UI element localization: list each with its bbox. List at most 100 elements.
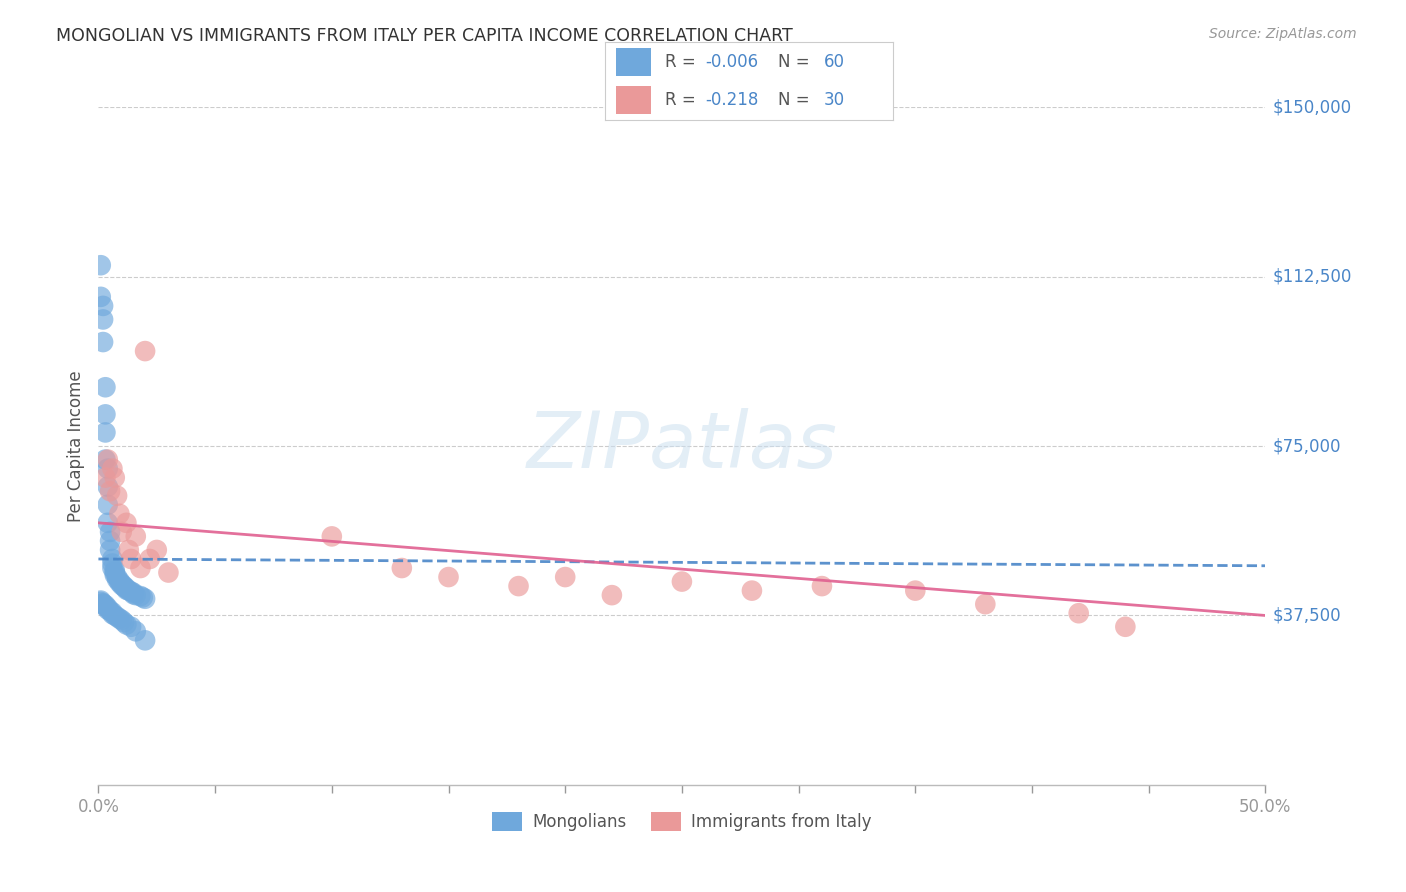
Text: R =: R =: [665, 91, 706, 109]
Text: -0.218: -0.218: [706, 91, 759, 109]
Point: [104, 567, 127, 582]
Point: [139, 552, 162, 566]
Point: [1067, 606, 1090, 620]
Point: [98, 604, 121, 618]
Point: [94, 599, 117, 614]
Point: [90, 595, 112, 609]
Point: [1114, 620, 1136, 634]
Point: [111, 578, 134, 592]
Point: [104, 563, 127, 577]
Text: $37,500: $37,500: [1272, 607, 1341, 624]
Point: [94, 425, 117, 440]
Point: [122, 587, 145, 601]
Point: [94, 452, 117, 467]
Point: [90, 258, 112, 272]
Point: [508, 579, 530, 593]
Point: [115, 582, 138, 597]
Point: [974, 597, 997, 611]
Point: [134, 344, 156, 359]
Point: [97, 602, 120, 616]
Point: [105, 570, 128, 584]
Point: [671, 574, 693, 589]
Point: [98, 543, 121, 558]
Point: [97, 600, 120, 615]
Text: ZIPatlas: ZIPatlas: [526, 408, 838, 484]
Point: [105, 489, 128, 503]
Point: [97, 461, 120, 475]
Point: [112, 579, 135, 593]
Point: [120, 584, 142, 599]
Point: [98, 524, 121, 539]
Point: [111, 577, 134, 591]
Point: [90, 593, 112, 607]
Point: [120, 620, 142, 634]
Point: [129, 589, 152, 603]
Point: [600, 588, 623, 602]
Text: 30: 30: [824, 91, 845, 109]
Point: [118, 543, 141, 558]
Point: [101, 605, 124, 619]
Point: [90, 290, 112, 304]
Point: [122, 586, 145, 600]
Point: [321, 529, 343, 543]
Y-axis label: Per Capita Income: Per Capita Income: [66, 370, 84, 522]
Point: [115, 582, 138, 596]
Point: [101, 461, 124, 475]
Point: [108, 574, 131, 588]
Point: [125, 588, 148, 602]
Point: [157, 566, 180, 580]
Legend: Mongolians, Immigrants from Italy: Mongolians, Immigrants from Italy: [485, 805, 879, 838]
Bar: [616, 86, 651, 114]
Text: $112,500: $112,500: [1272, 268, 1351, 285]
Point: [134, 591, 156, 606]
Point: [101, 607, 124, 621]
Point: [91, 299, 114, 313]
Point: [129, 561, 152, 575]
Point: [108, 575, 131, 590]
Point: [134, 633, 156, 648]
Text: 60: 60: [824, 54, 845, 71]
Point: [146, 543, 169, 558]
Point: [108, 507, 131, 521]
Point: [91, 596, 114, 610]
Text: Source: ZipAtlas.com: Source: ZipAtlas.com: [1209, 27, 1357, 41]
Point: [118, 583, 141, 598]
Text: MONGOLIAN VS IMMIGRANTS FROM ITALY PER CAPITA INCOME CORRELATION CHART: MONGOLIAN VS IMMIGRANTS FROM ITALY PER C…: [56, 27, 793, 45]
Text: $75,000: $75,000: [1272, 437, 1341, 455]
Point: [101, 561, 124, 575]
Point: [132, 591, 155, 605]
Point: [115, 516, 138, 530]
Point: [97, 480, 120, 494]
Point: [554, 570, 576, 584]
Text: -0.006: -0.006: [706, 54, 759, 71]
Point: [115, 617, 138, 632]
Point: [105, 610, 128, 624]
Point: [98, 533, 121, 548]
Point: [741, 583, 763, 598]
Point: [101, 557, 124, 571]
Point: [108, 612, 131, 626]
Point: [391, 561, 413, 575]
Text: N =: N =: [778, 54, 814, 71]
Point: [104, 608, 127, 623]
Point: [97, 498, 120, 512]
Point: [112, 580, 135, 594]
Point: [91, 334, 114, 349]
Point: [111, 524, 134, 539]
Text: R =: R =: [665, 54, 702, 71]
Point: [105, 572, 128, 586]
Point: [91, 312, 114, 326]
Point: [904, 583, 927, 598]
Point: [91, 597, 114, 611]
Point: [97, 452, 120, 467]
Point: [125, 624, 148, 639]
Point: [120, 552, 142, 566]
Point: [97, 516, 120, 530]
Point: [94, 598, 117, 612]
Point: [437, 570, 460, 584]
Bar: [616, 48, 651, 77]
Point: [104, 566, 127, 580]
Point: [125, 529, 148, 543]
Point: [111, 613, 134, 627]
Point: [811, 579, 834, 593]
